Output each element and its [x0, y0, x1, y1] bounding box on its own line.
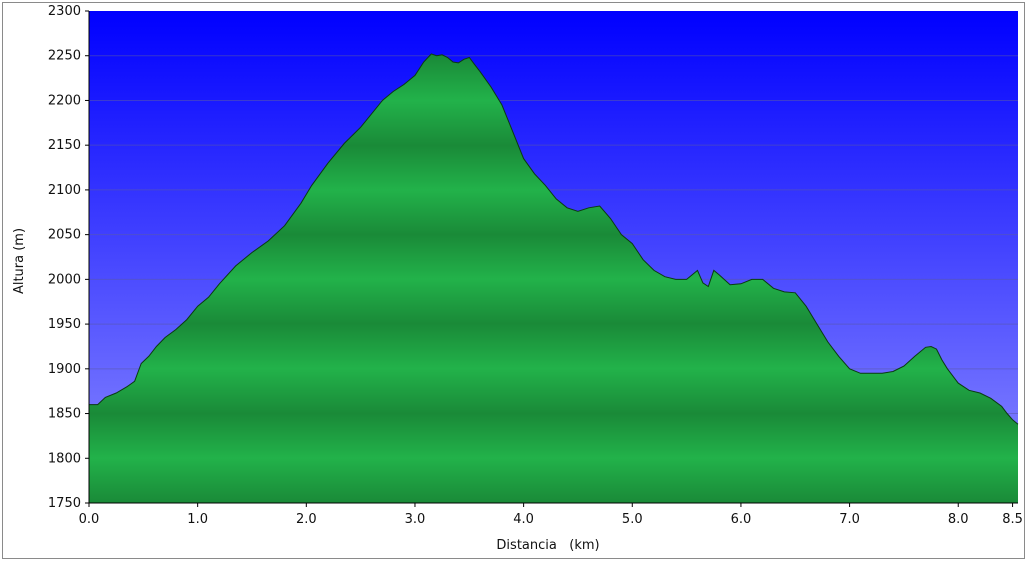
y-axis-title: Altura (m): [12, 228, 27, 294]
x-tick-label: 1.0: [187, 512, 208, 527]
y-tick-label: 2050: [48, 228, 81, 243]
x-tick-label: 8.0: [948, 512, 969, 527]
y-tick-label: 1950: [48, 317, 81, 332]
x-tick-label: 6.0: [731, 512, 752, 527]
x-tick-label: 7.0: [839, 512, 860, 527]
x-tick-label: 8.5: [1002, 512, 1023, 527]
y-tick-label: 2250: [48, 49, 81, 64]
y-tick-label: 2150: [48, 138, 81, 153]
y-tick-label: 2200: [48, 93, 81, 108]
elevation-area: [89, 53, 1018, 504]
y-tick-label: 1850: [48, 407, 81, 422]
x-tick-label: 3.0: [405, 512, 426, 527]
x-tick-label: 5.0: [622, 512, 643, 527]
y-tick-label: 1750: [48, 496, 81, 511]
x-tick-label: 2.0: [296, 512, 317, 527]
elevation-line: [89, 53, 1019, 425]
axes: [88, 11, 1018, 504]
x-axis-title: Distancia (km): [496, 538, 599, 553]
x-tick-label: 4.0: [513, 512, 534, 527]
y-tick-label: 2000: [48, 272, 81, 287]
y-tick-label: 2300: [48, 4, 81, 19]
y-axis-ticks: 1750 1800 1850 1900 1950 2000 2050 2100 2150 2200…: [48, 4, 89, 511]
y-tick-label: 1900: [48, 362, 81, 377]
x-axis-ticks: 0.0 1.0 2.0 3.0 4.0 5.0 6.0 7.0 8.0 8.5: [79, 503, 1023, 527]
x-tick-label: 0.0: [79, 512, 100, 527]
y-tick-label: 1800: [48, 451, 81, 466]
y-tick-label: 2100: [48, 183, 81, 198]
